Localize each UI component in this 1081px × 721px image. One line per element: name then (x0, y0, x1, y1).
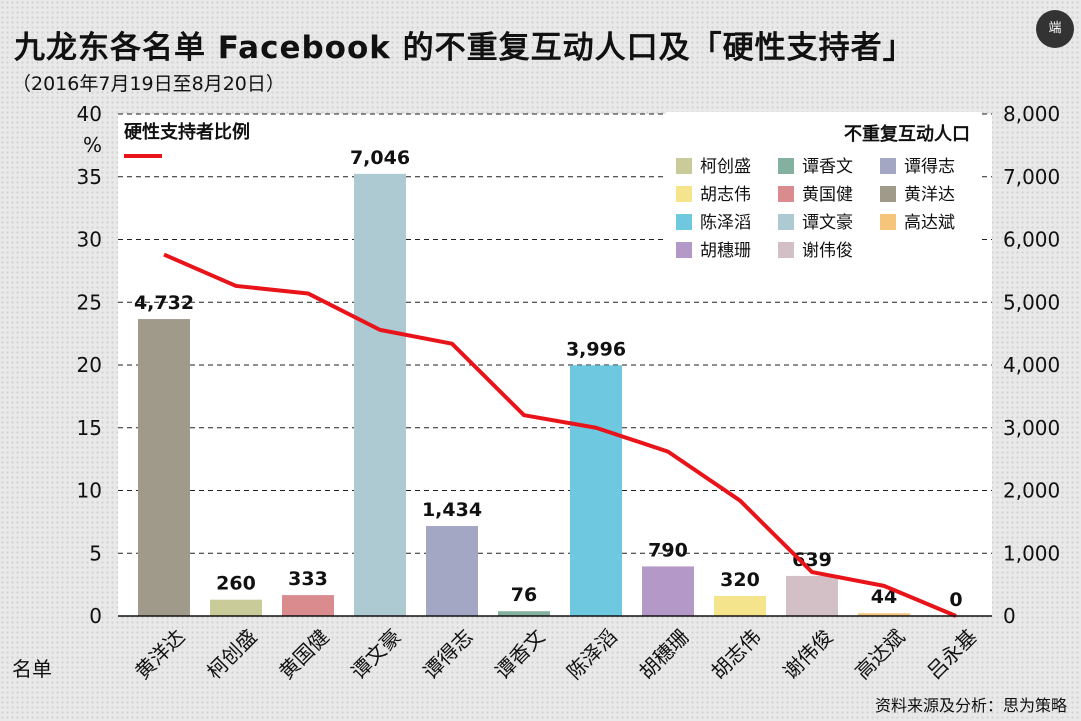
left-tick-label: 20 (77, 353, 102, 377)
category-label: 陈泽滔 (562, 625, 621, 684)
left-tick-label: 0 (89, 604, 102, 628)
left-tick-label: 5 (89, 541, 102, 565)
right-tick-label: 3,000 (1003, 416, 1060, 440)
legend-item-label: 柯创盛 (700, 157, 751, 177)
bar-value-label: 76 (511, 584, 537, 606)
bar (786, 575, 838, 616)
bar (354, 173, 406, 616)
legend-title: 不重复互动人口 (844, 123, 970, 145)
legend-swatch (676, 186, 692, 202)
legend-swatch (676, 214, 692, 230)
legend-item-label: 谭得志 (904, 157, 955, 177)
category-label: 吕永基 (922, 625, 981, 684)
bar-value-label: 790 (648, 539, 688, 561)
legend-item-label: 胡志伟 (700, 185, 751, 205)
bar (714, 595, 766, 616)
legend-swatch (880, 158, 896, 174)
bar-value-label: 639 (792, 549, 832, 571)
category-label: 胡志伟 (706, 625, 765, 684)
bar-value-label: 3,996 (566, 338, 626, 360)
legend-item-label: 黄洋达 (904, 185, 955, 205)
chart-subtitle: （2016年7月19日至8月20日） (12, 73, 285, 95)
line-legend: 硬性支持者比例 (124, 121, 250, 158)
left-tick-label: 25 (77, 290, 102, 314)
legend-swatch (676, 242, 692, 258)
chart-title: 九龙东各名单 Facebook 的不重复互动人口及「硬性支持者」 (14, 30, 915, 66)
right-tick-label: 0 (1003, 604, 1016, 628)
right-tick-label: 7,000 (1003, 165, 1060, 189)
category-label: 胡穗珊 (634, 625, 693, 684)
left-axis-unit: % (83, 133, 102, 157)
legend-item-label: 高达斌 (904, 213, 955, 233)
legend-swatch (778, 242, 794, 258)
bar (138, 319, 190, 616)
bar (426, 526, 478, 616)
bar-value-label: 333 (288, 568, 328, 590)
line-series (163, 252, 957, 618)
category-label: 谭香文 (490, 625, 549, 684)
legend-swatch (778, 186, 794, 202)
bar-value-label: 4,732 (134, 292, 194, 314)
category-label: 谭得志 (418, 625, 477, 684)
category-label: 柯创盛 (202, 625, 261, 684)
right-tick-label: 1,000 (1003, 541, 1060, 565)
category-label: 高达斌 (850, 625, 909, 684)
legend-swatch (778, 158, 794, 174)
category-label: 黄洋达 (130, 625, 189, 684)
right-tick-label: 4,000 (1003, 353, 1060, 377)
legend-swatch (880, 214, 896, 230)
bar-value-label: 1,434 (422, 499, 482, 521)
bar-series: 4,732 260 333 7,046 1,434 76 3,996 790 320 639 44 0 (134, 147, 963, 616)
legend-swatch (880, 186, 896, 202)
left-tick-label: 30 (77, 228, 102, 252)
category-label: 黄国健 (274, 625, 333, 684)
legend-item-label: 谭文豪 (802, 212, 853, 233)
logo: 端 (1036, 10, 1074, 48)
right-tick-label: 6,000 (1003, 228, 1060, 252)
bar-value-label: 0 (949, 589, 962, 611)
left-tick-label: 40 (77, 102, 102, 126)
legend-item-label: 谢伟俊 (802, 241, 853, 261)
legend-item-label: 谭香文 (802, 157, 853, 177)
bar (858, 613, 910, 616)
bar-value-label: 260 (216, 573, 256, 595)
right-tick-label: 8,000 (1003, 102, 1060, 126)
category-label: 谢伟俊 (778, 625, 837, 684)
left-tick-label: 10 (77, 479, 102, 503)
bar (210, 599, 262, 616)
x-axis-label: 名单 (12, 657, 52, 681)
left-tick-label: 15 (77, 416, 102, 440)
legend-swatch (676, 158, 692, 174)
legend-item-label: 陈泽滔 (700, 213, 751, 233)
line-legend-label: 硬性支持者比例 (124, 121, 250, 143)
bar-value-label: 320 (720, 569, 760, 591)
left-tick-label: 35 (77, 165, 102, 189)
bar-value-label: 44 (871, 586, 897, 608)
bar (498, 611, 550, 616)
legend-swatch (778, 214, 794, 230)
legend-item-label: 胡穗珊 (700, 241, 751, 261)
bar (282, 595, 334, 616)
bar (570, 365, 622, 616)
category-label: 谭文豪 (346, 625, 405, 684)
legend-box (666, 112, 982, 280)
legend-item-label: 黄国健 (802, 185, 853, 205)
support-ratio-line (163, 252, 957, 618)
source-note: 资料来源及分析：思为策略 (874, 696, 1067, 715)
bar-value-label: 7,046 (350, 147, 410, 169)
bar (642, 566, 694, 616)
right-tick-label: 5,000 (1003, 290, 1060, 314)
right-tick-label: 2,000 (1003, 479, 1060, 503)
